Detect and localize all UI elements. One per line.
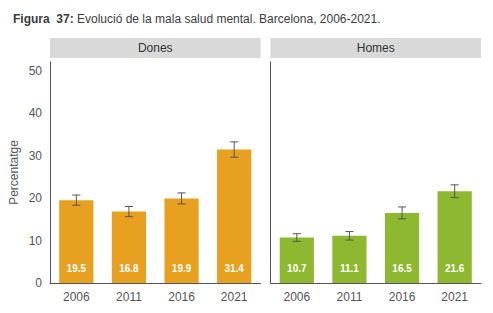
svg-text:16.8: 16.8 <box>119 263 139 274</box>
svg-text:16.5: 16.5 <box>392 263 412 274</box>
svg-text:0: 0 <box>35 276 42 290</box>
svg-text:Dones: Dones <box>138 41 173 55</box>
svg-text:10: 10 <box>29 234 43 248</box>
svg-text:11.1: 11.1 <box>340 263 359 274</box>
svg-text:20: 20 <box>29 191 43 205</box>
svg-text:30: 30 <box>29 149 43 163</box>
svg-text:40: 40 <box>29 106 43 120</box>
svg-text:19.5: 19.5 <box>67 263 87 274</box>
svg-text:2011: 2011 <box>337 290 363 304</box>
svg-text:31.4: 31.4 <box>224 263 244 274</box>
svg-text:2006: 2006 <box>63 290 90 304</box>
svg-text:2016: 2016 <box>168 290 195 304</box>
svg-text:10.7: 10.7 <box>287 263 307 274</box>
svg-text:19.9: 19.9 <box>172 263 192 274</box>
svg-text:2011: 2011 <box>116 290 142 304</box>
svg-text:Figura 37:: Figura 37: <box>13 12 74 26</box>
svg-text:2021: 2021 <box>441 290 468 304</box>
svg-text:Homes: Homes <box>357 41 395 55</box>
svg-text:2021: 2021 <box>221 290 248 304</box>
svg-text:2006: 2006 <box>283 290 310 304</box>
svg-text:2016: 2016 <box>389 290 416 304</box>
svg-text:Percentatge: Percentatge <box>7 140 21 205</box>
svg-text:21.6: 21.6 <box>445 263 465 274</box>
svg-text:50: 50 <box>29 64 43 78</box>
svg-text:Evolució de la mala salud ment: Evolució de la mala salud mental. Barcel… <box>77 12 381 26</box>
